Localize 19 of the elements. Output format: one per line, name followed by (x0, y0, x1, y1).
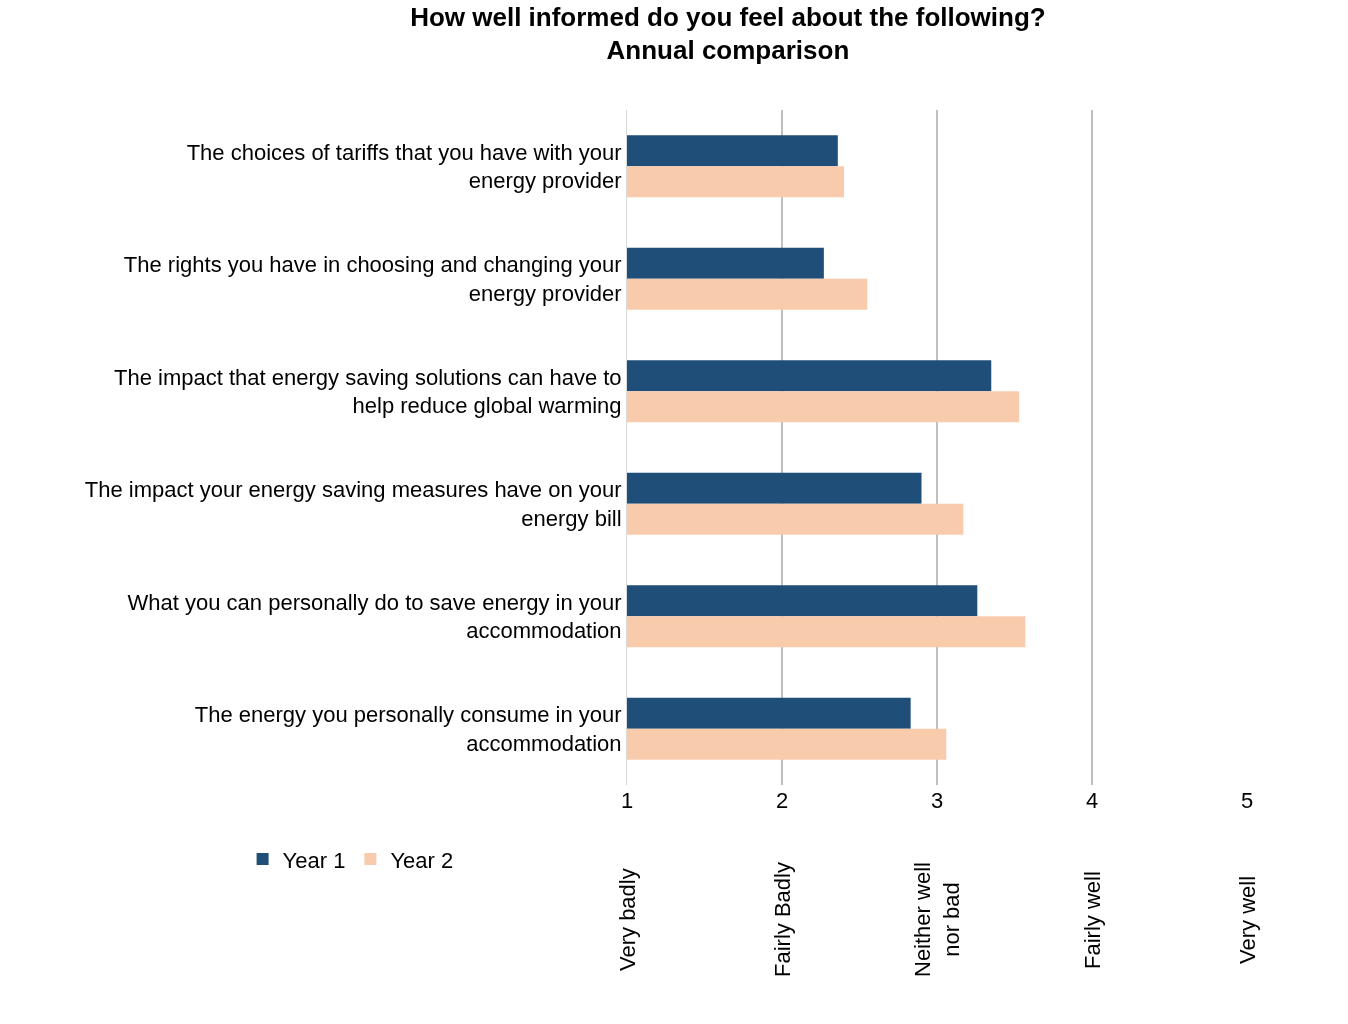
y-tick-label: The impact that energy saving solutions can have to help reduce global warming (114, 364, 622, 419)
y-tick-label: The energy you personally consume in your accommodation (194, 702, 622, 756)
x-tick-label: 2 (775, 788, 789, 813)
text: Fairly Badly (770, 862, 795, 977)
x-tick-label: 3 (930, 788, 944, 813)
chart-title: How well informed do you feel about the following? Annual comparison (410, 1, 1046, 66)
text: Very well (1235, 875, 1260, 964)
legend-label: Year 1 (282, 847, 346, 873)
x-tick-label: 1 (620, 788, 634, 813)
y-tick-label: The rights you have in choosing and changing your energy provider (123, 252, 622, 306)
y-tick-label: The choices of tariffs that you have with your energy provider (186, 139, 622, 194)
y-tick-label: What you can personally do to save energy in your accommodation (127, 589, 622, 644)
y-tick-label: The impact your energy saving measures have on your energy bill (84, 477, 622, 531)
text: Fairly well (1080, 871, 1105, 969)
x-tick-label: 4 (1085, 788, 1099, 813)
x-tick-label: 5 (1240, 788, 1254, 813)
text: Neither well nor bad (910, 862, 964, 977)
text: Very badly (615, 868, 640, 971)
legend-label: Year 2 (390, 847, 454, 873)
